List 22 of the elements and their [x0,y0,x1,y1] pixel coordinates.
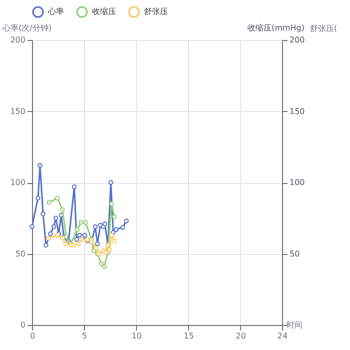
x-tick-label: 24 [277,332,288,340]
y-axis-title: 心率(次/分钟) [2,24,52,32]
y-tick-label: 150 [10,106,26,116]
x-axis-title: 时间 [286,320,302,330]
x-tick-label: 20 [236,332,246,340]
legend-label: 舒张压 [144,7,168,16]
y-tick-label: 100 [10,178,26,187]
y2-tick-label: 50 [290,249,300,258]
y2-tick-label: 200 [290,36,305,44]
text: 舒张压( [310,23,338,34]
legend-label: 心率 [47,7,64,16]
x-tick-label: 0 [30,332,36,340]
y2-axis-title: 收缩压(mmHg) [248,24,304,32]
y-tick-label: 200 [10,36,26,44]
x-tick-label: 10 [132,332,142,340]
legend-label: 收缩压 [92,7,116,16]
x-tick-label: 15 [184,332,194,340]
y2-tick-label: 150 [290,106,305,116]
y2-tick-label: 100 [290,178,305,187]
y-tick-label: 0 [20,320,26,330]
y-tick-label: 50 [15,249,26,258]
x-tick-label: 5 [82,332,88,340]
